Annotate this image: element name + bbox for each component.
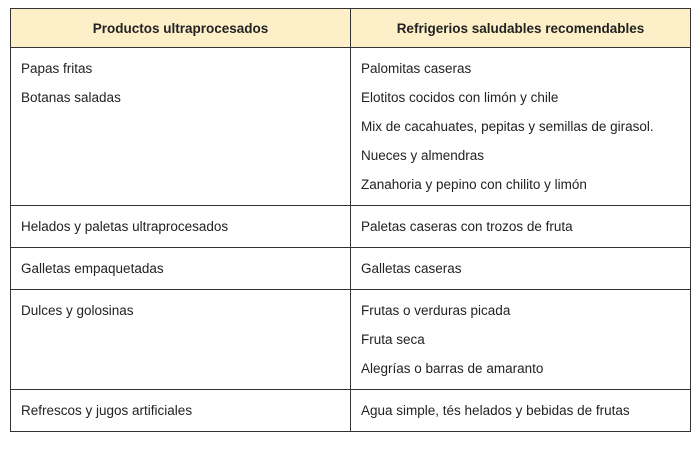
- list-item: Agua simple, tés helados y bebidas de fr…: [361, 403, 630, 418]
- list-item: Refrescos y jugos artificiales: [21, 403, 193, 418]
- ultraprocessed-cell: Refrescos y jugos artificiales: [10, 389, 351, 432]
- list-item: Paletas caseras con trozos de fruta: [361, 219, 573, 234]
- table-row: Dulces y golosinas Frutas o verduras pica…: [10, 289, 691, 390]
- list-item: Palomitas caseras: [361, 61, 472, 76]
- list-item: Mix de cacahuates, pepitas y semillas de…: [361, 119, 654, 134]
- list-item: Alegrías o barras de amaranto: [361, 361, 544, 376]
- healthy-snack-cell: Galletas caseras: [350, 247, 691, 290]
- list-item: Frutas o verduras picada: [361, 303, 511, 318]
- healthy-snack-cell: Agua simple, tés helados y bebidas de fr…: [350, 389, 691, 432]
- table-row: Papas fritas Botanas saladas Palomitas cas…: [10, 47, 691, 206]
- table-row: Refrescos y jugos artificiales Agua simpl…: [10, 389, 691, 432]
- ultraprocessed-cell: Papas fritas Botanas saladas: [10, 47, 351, 206]
- list-item: Galletas caseras: [361, 261, 462, 276]
- healthy-snack-cell: Paletas caseras con trozos de fruta: [350, 205, 691, 248]
- header-ultraprocessed: Productos ultraprocesados: [10, 8, 351, 48]
- ultraprocessed-cell: Dulces y golosinas: [10, 289, 351, 390]
- list-item: Papas fritas: [21, 61, 93, 76]
- list-item: Galletas empaquetadas: [21, 261, 164, 276]
- list-item: Elotitos cocidos con limón y chile: [361, 90, 559, 105]
- list-item: Botanas saladas: [21, 90, 121, 105]
- healthy-snack-cell: Frutas o verduras picada Fruta seca Alegrí…: [350, 289, 691, 390]
- header-row: Productos ultraprocesados Refrigerios sa…: [10, 8, 691, 48]
- list-item: Nueces y almendras: [361, 148, 485, 163]
- snacks-comparison-table: Productos ultraprocesados Refrigerios sa…: [10, 8, 691, 432]
- ultraprocessed-cell: Galletas empaquetadas: [10, 247, 351, 290]
- header-healthy-snacks: Refrigerios saludables recomendables: [350, 8, 691, 48]
- healthy-snack-cell: Palomitas caseras Elotitos cocidos con li…: [350, 47, 691, 206]
- ultraprocessed-cell: Helados y paletas ultraprocesados: [10, 205, 351, 248]
- table-row: Galletas empaquetadas Galletas caseras: [10, 247, 691, 290]
- table-row: Helados y paletas ultraprocesados Paletas…: [10, 205, 691, 248]
- list-item: Zanahoria y pepino con chilito y limón: [361, 177, 587, 192]
- list-item: Helados y paletas ultraprocesados: [21, 219, 229, 234]
- list-item: Dulces y golosinas: [21, 303, 134, 318]
- list-item: Fruta seca: [361, 332, 425, 347]
